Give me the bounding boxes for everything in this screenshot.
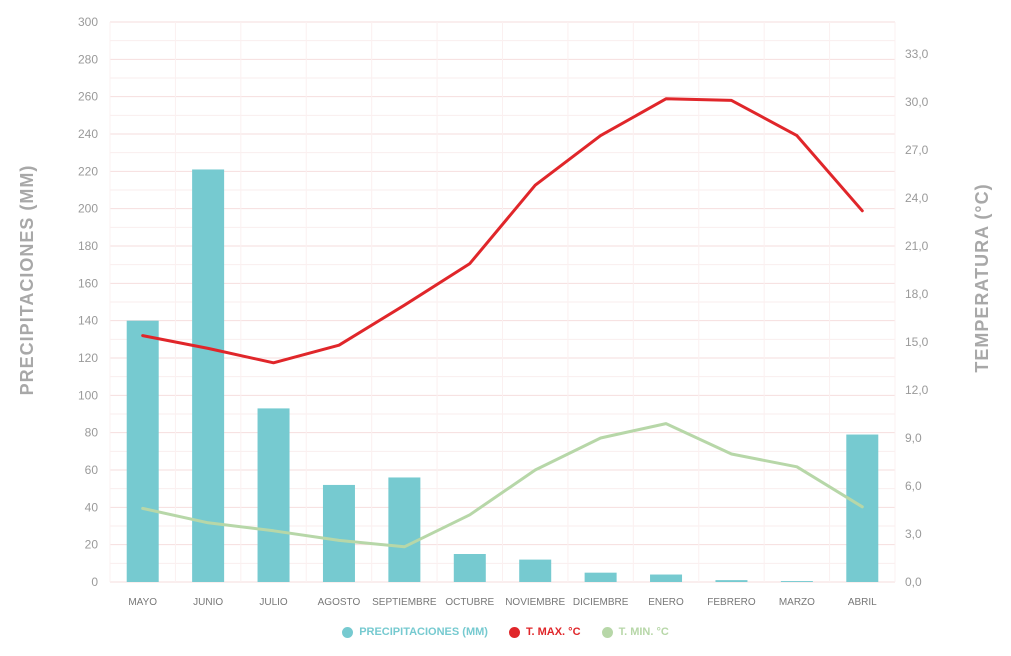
right-axis-title: TEMPERATURA (°C): [972, 183, 992, 372]
y2-tick-label: 3,0: [905, 527, 922, 541]
y-tick-label: 0: [91, 575, 98, 589]
x-tick-label: ABRIL: [848, 597, 877, 608]
legend-item-tmax: T. MAX. °C: [509, 626, 581, 638]
precipitation-bar: [780, 581, 813, 582]
y-tick-label: 160: [78, 276, 98, 290]
y-tick-label: 40: [85, 500, 99, 514]
legend-label-precipitation: PRECIPITACIONES (MM): [359, 626, 488, 638]
y-tick-label: 140: [78, 314, 98, 328]
precipitation-bar: [715, 580, 748, 582]
legend-item-tmin: T. MIN. °C: [601, 626, 669, 638]
x-tick-label: DICIEMBRE: [573, 597, 629, 608]
legend-item-precipitation: PRECIPITACIONES (MM): [342, 626, 488, 638]
y-tick-label: 20: [85, 538, 99, 552]
y-tick-label: 180: [78, 239, 98, 253]
legend-label-tmin: T. MIN. °C: [618, 626, 669, 638]
y2-tick-label: 0,0: [905, 575, 922, 589]
left-axis-ticks: 0 20 40 60 80 100 120 140 160 180 200 220 240 260 280 3…: [78, 15, 98, 589]
precipitation-bar: [126, 320, 159, 582]
precipitation-bar: [650, 574, 683, 582]
left-axis-title: PRECIPITACIONES (MM): [17, 165, 37, 396]
y2-tick-label: 18,0: [905, 287, 929, 301]
tmax-line: [141, 97, 864, 365]
x-tick-label: ENERO: [648, 597, 684, 608]
x-tick-label: OCTUBRE: [445, 597, 494, 608]
precipitation-bars: [126, 169, 879, 582]
y2-tick-label: 33,0: [905, 47, 929, 61]
x-axis-ticks: MAYO JUNIO JULIO AGOSTO SEPTIEMBRE OCTUBRE NOV…: [128, 597, 877, 608]
x-tick-label: NOVIEMBRE: [505, 597, 565, 608]
precipitation-bar: [584, 572, 617, 582]
y-tick-label: 260: [78, 90, 98, 104]
legend-dot-tmax: [509, 626, 520, 638]
gridlines: [109, 21, 896, 583]
y2-tick-label: 15,0: [905, 335, 929, 349]
precipitation-bar: [388, 477, 421, 582]
x-tick-label: JULIO: [259, 597, 288, 608]
y2-tick-label: 12,0: [905, 383, 929, 397]
y-tick-label: 240: [78, 127, 98, 141]
y-tick-label: 300: [78, 15, 98, 29]
y-tick-label: 280: [78, 52, 98, 66]
legend-label-tmax: T. MAX. °C: [526, 626, 581, 638]
right-axis-ticks: 0,0 3,0 6,0 9,0 12,0 15,0 18,0 21,0 24,0 27,0 30,0…: [905, 47, 929, 589]
precipitation-bar: [453, 554, 486, 582]
y2-tick-label: 30,0: [905, 95, 929, 109]
x-tick-label: SEPTIEMBRE: [372, 597, 437, 608]
y-tick-label: 80: [85, 426, 99, 440]
y-tick-label: 200: [78, 202, 98, 216]
precipitation-bar: [322, 484, 355, 582]
y2-tick-label: 21,0: [905, 239, 929, 253]
y2-tick-label: 9,0: [905, 431, 922, 445]
legend-dot-precipitation: [342, 626, 354, 638]
x-tick-label: MARZO: [779, 597, 815, 608]
y-tick-label: 120: [78, 351, 98, 365]
precipitation-bar: [519, 559, 552, 582]
x-tick-label: JUNIO: [193, 597, 223, 608]
x-tick-label: MAYO: [128, 597, 157, 608]
y-tick-label: 220: [78, 164, 98, 178]
precipitation-bar: [257, 408, 290, 582]
legend: PRECIPITACIONES (MM) T. MAX. °C T. MIN. …: [0, 626, 1011, 641]
x-tick-label: AGOSTO: [318, 597, 361, 608]
tmin-line: [141, 422, 864, 549]
temperature-lines: [141, 97, 864, 549]
x-tick-label: FEBRERO: [707, 597, 756, 608]
y-tick-label: 100: [78, 388, 98, 402]
y2-tick-label: 6,0: [905, 479, 922, 493]
y-tick-label: 60: [85, 463, 99, 477]
legend-dot-tmin: [601, 626, 613, 638]
precipitation-bar: [192, 169, 225, 582]
y2-tick-label: 27,0: [905, 143, 929, 157]
y2-tick-label: 24,0: [905, 191, 929, 205]
